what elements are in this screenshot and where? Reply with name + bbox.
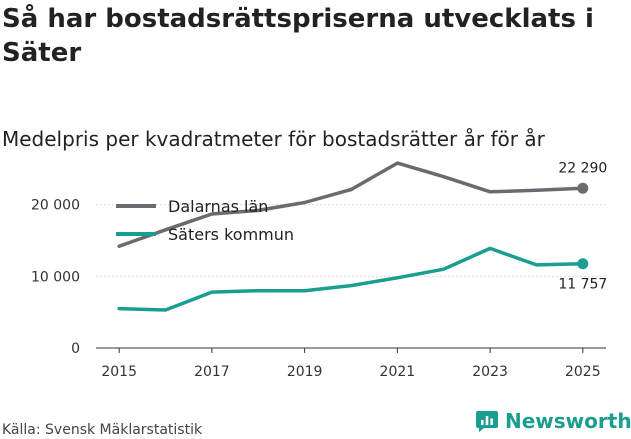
end-labels: 22 290 11 757 bbox=[558, 160, 607, 292]
series-line-0 bbox=[117, 161, 585, 248]
newsworthy-logo-icon bbox=[476, 411, 498, 432]
axes: 0 10 000 20 000 2015 2017 2019 2021 2023 2025 bbox=[31, 198, 606, 380]
series-line-1 bbox=[117, 246, 585, 312]
x-tick-label-2017: 2017 bbox=[194, 364, 230, 380]
x-tick-label-2021: 2021 bbox=[380, 364, 416, 380]
brand-name: Newsworthy bbox=[505, 409, 631, 433]
x-tick-label-2015: 2015 bbox=[101, 364, 137, 380]
gridlines bbox=[96, 204, 606, 277]
x-tick-label-2023: 2023 bbox=[472, 364, 508, 380]
series-lines bbox=[117, 161, 589, 312]
x-tick-label-2025: 2025 bbox=[565, 364, 601, 380]
legend-label-1: Säters kommun bbox=[168, 225, 294, 244]
legend-label-0: Dalarnas län bbox=[168, 197, 268, 216]
end-value-label-0: 22 290 bbox=[558, 160, 607, 176]
chart-subtitle: Medelpris per kvadratmeter för bostadsrä… bbox=[2, 127, 545, 151]
y-tick-label-20000: 20 000 bbox=[31, 198, 80, 214]
brand-logo: Newsworthy bbox=[475, 409, 631, 433]
x-tick-label-2019: 2019 bbox=[287, 364, 323, 380]
series-end-marker-1 bbox=[577, 258, 589, 270]
series-end-marker-0 bbox=[577, 182, 589, 194]
y-tick-label-10000: 10 000 bbox=[31, 269, 80, 285]
end-value-label-1: 11 757 bbox=[558, 277, 607, 293]
source-note: Källa: Svensk Mäklarstatistik bbox=[2, 422, 203, 438]
chart-title: Så har bostadsrättspriserna utvecklats i… bbox=[2, 4, 594, 68]
legend: Dalarnas län Säters kommun bbox=[116, 197, 294, 244]
y-tick-label-0: 0 bbox=[71, 341, 80, 357]
